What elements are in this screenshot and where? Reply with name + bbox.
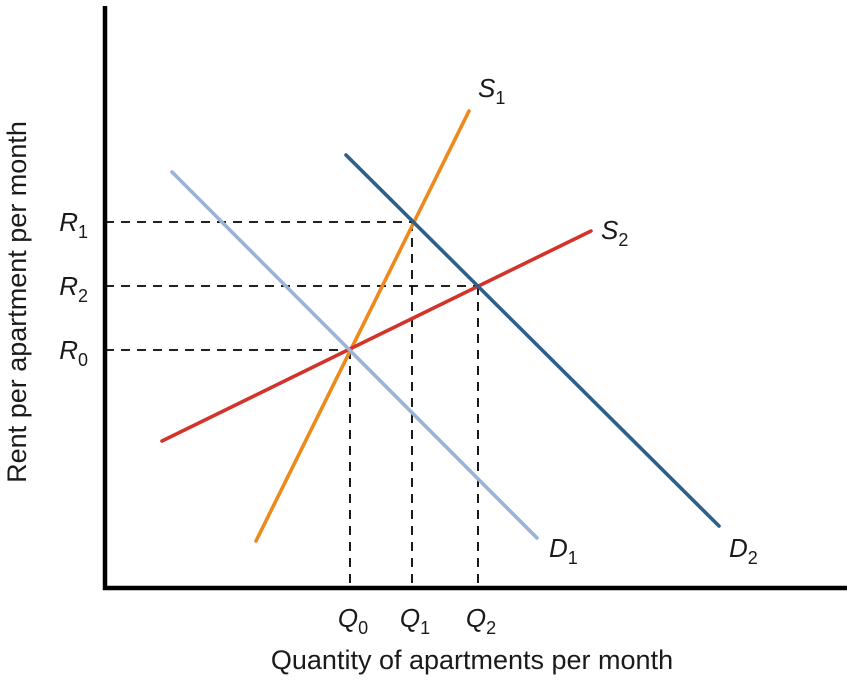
quantity-label-eq0: Q0 xyxy=(338,603,368,638)
curve-label-D1: D1 xyxy=(549,533,578,568)
curve-label-S1: S1 xyxy=(478,73,505,108)
y-axis-label: Rent per apartment per month xyxy=(2,121,32,483)
curve-S1 xyxy=(254,109,471,543)
curve-label-D2: D2 xyxy=(729,533,758,568)
rent-label-eq1: R1 xyxy=(59,207,88,242)
x-axis-label: Quantity of apartments per month xyxy=(271,645,673,675)
curve-D1 xyxy=(170,170,539,540)
curve-S2 xyxy=(160,229,593,443)
quantity-label-eq2: Q2 xyxy=(466,603,496,638)
curve-label-S2: S2 xyxy=(601,215,628,250)
quantity-label-eq1: Q1 xyxy=(400,603,430,638)
axes xyxy=(102,6,847,591)
chart-layers: S1 S2 D1 D2 R0 Q0 R1 Q1 R2 Q2 xyxy=(59,6,847,638)
rent-label-eq2: R2 xyxy=(59,271,88,306)
curve-D2 xyxy=(344,153,721,528)
rent-label-eq0: R0 xyxy=(59,335,88,370)
